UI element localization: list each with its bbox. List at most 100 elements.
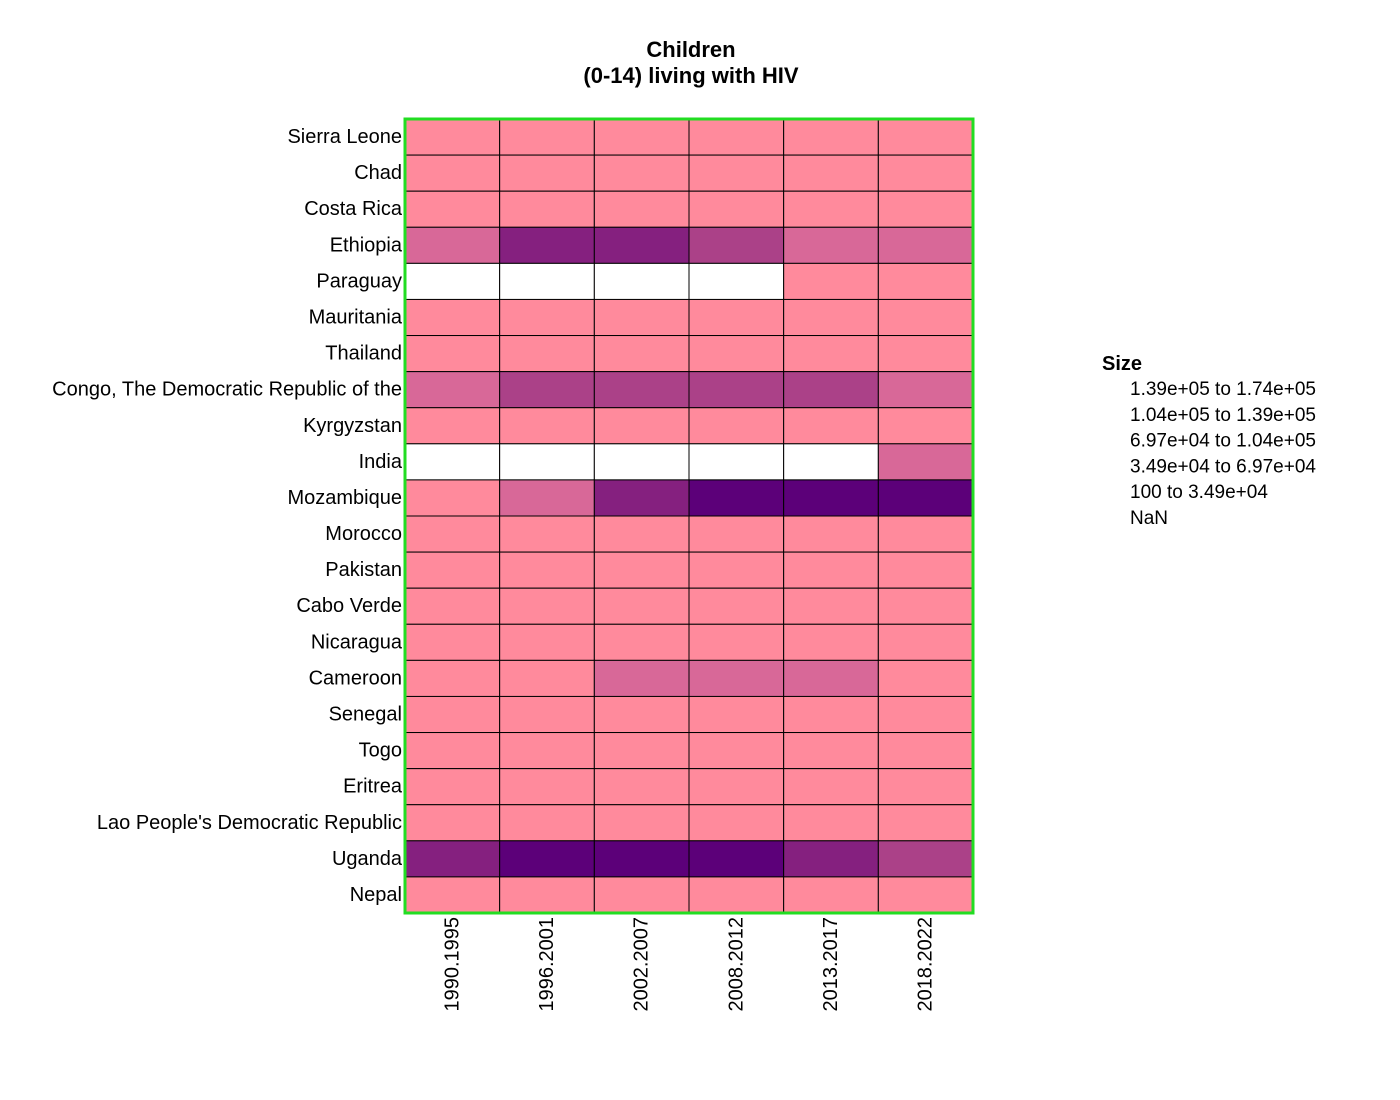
heatmap-cell: [783, 262, 879, 300]
heatmap-cell: [688, 154, 785, 192]
legend: Size 1.39e+05 to 1.74e+05 1.04e+05 to 1.3…: [1102, 353, 1316, 529]
row-label: Costa Rica: [304, 198, 403, 220]
legend-item: 1.04e+05 to 1.39e+05: [1130, 405, 1316, 426]
heatmap-cell: [877, 768, 974, 806]
heatmap-cell: [877, 840, 974, 878]
heatmap-cell: [404, 587, 501, 625]
plot-border: [403, 117, 975, 915]
row-label: Nepal: [350, 884, 402, 906]
heatmap-cell: [499, 695, 595, 734]
heatmap-cell: [499, 551, 595, 589]
heatmap-cell: [404, 371, 501, 409]
heatmap-cell: [404, 876, 501, 914]
heatmap-cell: [499, 443, 595, 481]
heatmap-cell: [499, 479, 595, 517]
heatmap-cell: [404, 768, 501, 806]
heatmap-cell: [877, 659, 974, 697]
heatmap-cell: [877, 587, 974, 625]
heatmap-cell: [783, 551, 879, 589]
heatmap-cell: [783, 371, 879, 409]
column-label: 1996.2001: [536, 917, 558, 1012]
heatmap-cell: [783, 443, 879, 481]
heatmap-cell: [877, 118, 974, 156]
row-label: India: [359, 451, 403, 473]
row-label: Thailand: [325, 343, 402, 365]
heatmap-cell: [499, 190, 595, 228]
heatmap-cell: [499, 804, 595, 842]
heatmap-cell: [404, 118, 501, 156]
column-labels: 1990.1995 1996.2001 2002.2007 2008.2012 2013…: [441, 917, 936, 1012]
heatmap-cell: [499, 226, 595, 264]
row-label: Mauritania: [309, 307, 403, 329]
heatmap-cell: [783, 479, 879, 517]
heatmap-cell: [404, 695, 501, 734]
heatmap-cell: [688, 118, 785, 156]
heatmap-cell: [593, 443, 690, 481]
heatmap-cell: [593, 515, 690, 553]
heatmap-cell: [688, 515, 785, 553]
heatmap-cell: [783, 154, 879, 192]
heatmap-cell: [593, 804, 690, 842]
heatmap-cell: [783, 623, 879, 661]
heatmap-cell: [688, 407, 785, 445]
heatmap-cell: [593, 154, 690, 192]
legend-title: Size: [1102, 353, 1142, 375]
heatmap-cell: [593, 479, 690, 517]
heatmap-cell: [499, 335, 595, 373]
row-label: Lao People's Democratic Republic: [97, 812, 402, 834]
heatmap-cell: [877, 371, 974, 409]
heatmap-cell: [877, 623, 974, 661]
chart-title-line-1: Children: [646, 37, 735, 62]
heatmap-cell: [499, 515, 595, 553]
row-label: Congo, The Democratic Republic of the: [52, 379, 402, 401]
heatmap-cell: [783, 118, 879, 156]
heatmap-cell: [404, 262, 501, 300]
heatmap-cell: [593, 371, 690, 409]
row-label: Pakistan: [325, 559, 402, 581]
heatmap-cell: [877, 262, 974, 300]
heatmap-cell: [593, 623, 690, 661]
heatmap-cell: [783, 876, 879, 914]
heatmap-cell: [688, 695, 785, 734]
heatmap-cell: [593, 226, 690, 264]
column-label: 2018.2022: [915, 917, 937, 1012]
heatmap-cell: [783, 840, 879, 878]
row-label: Cameroon: [309, 667, 402, 689]
heatmap-cell: [877, 695, 974, 734]
heatmap-cell: [499, 587, 595, 625]
legend-item: NaN: [1130, 508, 1168, 529]
heatmap-cell: [783, 587, 879, 625]
heatmap-cell: [404, 804, 501, 842]
heatmap-cell: [688, 262, 785, 300]
row-label: Chad: [354, 162, 402, 184]
heatmap-cell: [499, 876, 595, 914]
row-label: Eritrea: [343, 776, 403, 798]
heatmap-cell: [593, 659, 690, 697]
heatmap-cell: [783, 335, 879, 373]
heatmap-cell: [783, 695, 879, 734]
chart-title-line-2: (0-14) living with HIV: [583, 63, 798, 88]
heatmap-cell: [688, 371, 785, 409]
column-label: 2013.2017: [820, 917, 842, 1012]
legend-item: 100 to 3.49e+04: [1130, 482, 1268, 503]
heatmap-cell: [877, 154, 974, 192]
legend-item: 1.39e+05 to 1.74e+05: [1130, 379, 1316, 400]
heatmap-cell: [593, 695, 690, 734]
heatmap-cell: [404, 154, 501, 192]
heatmap-cell: [877, 298, 974, 337]
heatmap-cell: [783, 659, 879, 697]
chart-title: Children (0-14) living with HIV: [583, 37, 798, 88]
heatmap-cell: [593, 551, 690, 589]
heatmap-cell: [877, 190, 974, 228]
row-label: Senegal: [329, 704, 402, 726]
heatmap-cell: [499, 262, 595, 300]
row-label: Kyrgyzstan: [303, 415, 402, 437]
heatmap-cell: [499, 154, 595, 192]
heatmap-cells: [404, 118, 974, 914]
heatmap-cell: [877, 732, 974, 770]
heatmap-cell: [404, 732, 501, 770]
heatmap-cell: [877, 551, 974, 589]
column-label: 1990.1995: [441, 917, 463, 1012]
heatmap-cell: [688, 335, 785, 373]
heatmap-cell: [877, 479, 974, 517]
